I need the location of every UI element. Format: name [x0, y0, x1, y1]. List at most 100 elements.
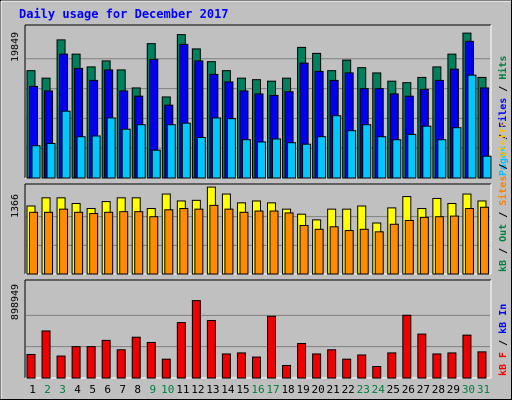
bar-sites-day-19 — [299, 225, 309, 275]
bar-pages-day-7 — [121, 128, 131, 179]
x-tick-label-day-5: 5 — [89, 383, 96, 396]
panel-2: 1366 kB / Out / Sites / Visits — [10, 121, 509, 275]
bar-kb-f-day-21 — [327, 349, 337, 379]
x-tick-label-day-9: 9 — [149, 383, 156, 396]
bar-pages-day-23 — [362, 124, 372, 179]
x-axis-labels: 1 2 3 4 5 6 7 8 9 10 11 12 13 14 15 16 17 18 19 20 21 22 23 24 2… — [29, 383, 490, 396]
legend-item-kb-f: kB F — [498, 352, 509, 376]
y-max-label: 19849 — [10, 32, 21, 62]
legend-panel-1: Pages / Files / Hits — [497, 56, 509, 176]
x-tick-label-day-15: 15 — [236, 383, 249, 396]
x-tick-label-day-6: 6 — [104, 383, 111, 396]
x-tick-label-day-7: 7 — [119, 383, 126, 396]
bar-sites-day-29 — [449, 215, 459, 275]
bar-sites-day-5 — [89, 213, 99, 275]
legend-item-visits: Visits — [497, 121, 509, 157]
bar-pages-day-6 — [106, 117, 116, 179]
bar-pages-day-28 — [437, 139, 447, 179]
bar-kb-f-day-26 — [402, 314, 412, 379]
bar-sites-day-8 — [134, 211, 144, 275]
bar-sites-day-21 — [329, 226, 339, 275]
x-tick-label-day-22: 22 — [342, 383, 355, 396]
bar-pages-day-3 — [61, 110, 71, 179]
bar-pages-day-10 — [166, 124, 176, 179]
legend-item-hits: Hits — [497, 56, 509, 80]
x-tick-label-day-14: 14 — [221, 383, 235, 396]
bar-sites-day-13 — [209, 204, 219, 275]
bar-pages-day-24 — [377, 136, 387, 179]
bar-pages-day-11 — [181, 122, 191, 179]
x-tick-label-day-23: 23 — [357, 383, 370, 396]
bar-kb-f-day-9 — [146, 341, 156, 379]
bar-pages-day-18 — [287, 142, 297, 179]
legend-item-kb-in: kB In — [498, 304, 509, 334]
bar-kb-f-day-27 — [417, 333, 427, 379]
x-tick-label-day-26: 26 — [402, 383, 415, 396]
x-tick-label-day-27: 27 — [417, 383, 430, 396]
x-tick-label-day-16: 16 — [251, 383, 264, 396]
bar-pages-day-9 — [151, 149, 161, 179]
bar-sites-day-31 — [479, 206, 489, 275]
bar-kb-f-day-12 — [191, 300, 201, 379]
panel-1: 19849 Pages / Files / Hits — [10, 24, 509, 179]
bar-pages-day-22 — [347, 130, 357, 179]
x-tick-label-day-28: 28 — [432, 383, 445, 396]
legend-item-out: Out — [498, 224, 509, 242]
x-tick-label-day-10: 10 — [161, 383, 174, 396]
legend-panel-3: kB F / kB In — [498, 304, 509, 376]
bar-pages-day-20 — [317, 136, 327, 179]
bar-sites-day-1 — [29, 211, 38, 275]
bar-kb-f-day-31 — [477, 351, 487, 379]
bar-pages-day-1 — [31, 145, 41, 179]
bar-kb-f-day-4 — [71, 346, 81, 379]
x-tick-label-day-17: 17 — [266, 383, 279, 396]
bar-sites-day-15 — [239, 211, 249, 275]
bar-pages-day-29 — [452, 127, 462, 179]
bar-sites-day-12 — [194, 208, 204, 275]
bar-sites-day-9 — [149, 216, 159, 275]
bar-kb-f-day-11 — [176, 322, 186, 379]
x-tick-label-day-3: 3 — [59, 383, 66, 396]
x-tick-label-day-31: 31 — [477, 383, 490, 396]
bar-sites-day-30 — [464, 208, 474, 275]
bar-pages-day-4 — [76, 136, 86, 179]
x-tick-label-day-25: 25 — [387, 383, 400, 396]
bar-sites-day-2 — [44, 211, 54, 275]
bar-kb-f-day-29 — [447, 352, 457, 379]
x-tick-label-day-24: 24 — [372, 383, 386, 396]
x-tick-label-day-13: 13 — [206, 383, 219, 396]
chart-panels: 19849 Pages / Files / Hits 1366 kB / Out / … — [10, 24, 509, 379]
x-tick-label-day-21: 21 — [327, 383, 340, 396]
bar-sites-day-25 — [389, 223, 399, 275]
bar-pages-day-12 — [196, 136, 206, 179]
bar-pages-day-27 — [422, 125, 432, 179]
bar-pages-day-26 — [407, 133, 417, 179]
bar-kb-f-day-18 — [282, 364, 292, 379]
bar-kb-f-day-28 — [432, 353, 442, 379]
bar-sites-day-11 — [179, 208, 189, 275]
bar-sites-day-17 — [269, 210, 279, 275]
bar-sites-day-7 — [119, 211, 129, 275]
bar-sites-day-27 — [419, 216, 429, 275]
bar-pages-day-31 — [482, 155, 492, 179]
legend-item-files: Files — [497, 98, 509, 128]
bar-kb-f-day-20 — [312, 353, 322, 379]
bar-sites-day-28 — [434, 216, 444, 275]
x-tick-label-day-11: 11 — [176, 383, 189, 396]
bar-pages-day-30 — [467, 74, 477, 179]
bar-kb-f-day-13 — [206, 319, 216, 379]
bar-kb-f-day-17 — [267, 315, 277, 379]
legend-item-kb: kB — [498, 260, 509, 272]
bar-kb-f-day-22 — [342, 358, 352, 379]
y-max-label: 898949 — [10, 284, 21, 320]
bar-kb-f-day-24 — [372, 365, 382, 379]
bar-sites-day-20 — [314, 228, 324, 275]
panel-3: 898949 kB F / kB In — [10, 279, 509, 379]
x-tick-label-day-29: 29 — [447, 383, 460, 396]
bar-sites-day-14 — [224, 208, 234, 275]
bar-sites-day-4 — [74, 211, 84, 275]
bar-pages-day-15 — [241, 139, 251, 179]
bar-pages-day-14 — [226, 118, 236, 179]
bar-sites-day-6 — [104, 211, 114, 275]
